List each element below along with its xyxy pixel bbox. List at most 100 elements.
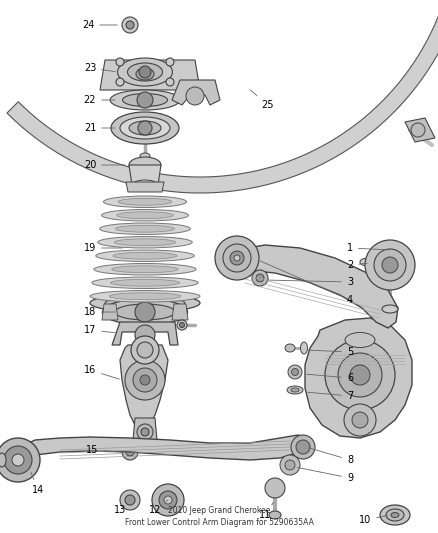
Circle shape — [152, 484, 184, 516]
Ellipse shape — [129, 157, 161, 173]
Text: 2010 Jeep Grand Cherokee
Front Lower Control Arm Diagram for 5290635AA: 2010 Jeep Grand Cherokee Front Lower Con… — [124, 506, 314, 527]
Text: 1: 1 — [347, 243, 389, 253]
Circle shape — [234, 255, 240, 261]
Ellipse shape — [99, 223, 191, 235]
Circle shape — [411, 123, 425, 137]
Ellipse shape — [98, 237, 192, 248]
Ellipse shape — [291, 388, 299, 392]
Circle shape — [166, 58, 174, 66]
Circle shape — [135, 325, 155, 345]
Text: 3: 3 — [268, 277, 353, 287]
Ellipse shape — [110, 90, 180, 110]
Text: 14: 14 — [31, 473, 44, 495]
Ellipse shape — [102, 299, 187, 325]
Ellipse shape — [386, 509, 404, 521]
Circle shape — [133, 368, 157, 392]
Text: 8: 8 — [309, 448, 353, 465]
Circle shape — [350, 365, 370, 385]
Circle shape — [365, 240, 415, 290]
Text: 17: 17 — [84, 325, 115, 335]
Ellipse shape — [0, 453, 6, 467]
Polygon shape — [405, 118, 435, 142]
Circle shape — [338, 353, 382, 397]
Circle shape — [186, 87, 204, 105]
Ellipse shape — [117, 58, 173, 86]
Circle shape — [344, 404, 376, 436]
Circle shape — [120, 490, 140, 510]
Polygon shape — [102, 304, 118, 320]
Polygon shape — [228, 245, 398, 328]
Ellipse shape — [115, 304, 175, 320]
Polygon shape — [172, 304, 188, 320]
Circle shape — [352, 412, 368, 428]
Circle shape — [122, 444, 138, 460]
Circle shape — [180, 322, 184, 327]
Text: 11: 11 — [259, 502, 273, 520]
Ellipse shape — [287, 386, 303, 394]
Polygon shape — [18, 435, 310, 462]
Ellipse shape — [116, 225, 174, 232]
Circle shape — [159, 491, 177, 509]
Circle shape — [126, 21, 134, 29]
Circle shape — [141, 428, 149, 436]
Circle shape — [265, 478, 285, 498]
Polygon shape — [305, 318, 412, 438]
Ellipse shape — [102, 209, 188, 221]
Ellipse shape — [120, 117, 170, 139]
Circle shape — [140, 375, 150, 385]
Ellipse shape — [129, 121, 161, 135]
Ellipse shape — [285, 344, 295, 352]
Text: 23: 23 — [84, 63, 115, 73]
Polygon shape — [172, 80, 220, 105]
Circle shape — [137, 424, 153, 440]
Ellipse shape — [90, 290, 200, 302]
Ellipse shape — [132, 180, 158, 190]
Circle shape — [4, 446, 32, 474]
Circle shape — [166, 78, 174, 86]
Circle shape — [325, 340, 395, 410]
Circle shape — [177, 320, 187, 330]
Circle shape — [137, 342, 153, 358]
Ellipse shape — [345, 333, 375, 348]
Circle shape — [280, 455, 300, 475]
Circle shape — [122, 17, 138, 33]
Circle shape — [252, 270, 268, 286]
Text: 22: 22 — [84, 95, 115, 105]
Circle shape — [374, 249, 406, 281]
Polygon shape — [133, 418, 157, 440]
Ellipse shape — [118, 198, 172, 205]
Circle shape — [164, 496, 172, 504]
Ellipse shape — [114, 239, 176, 246]
Ellipse shape — [140, 153, 150, 159]
Circle shape — [0, 438, 40, 482]
Circle shape — [223, 244, 251, 272]
Ellipse shape — [123, 93, 167, 107]
Circle shape — [288, 365, 302, 379]
Ellipse shape — [105, 297, 185, 309]
Circle shape — [296, 440, 310, 454]
Polygon shape — [129, 165, 161, 185]
Circle shape — [116, 78, 124, 86]
Circle shape — [291, 435, 315, 459]
Text: 15: 15 — [86, 445, 119, 455]
Ellipse shape — [90, 294, 200, 312]
Polygon shape — [120, 345, 168, 430]
Polygon shape — [7, 0, 438, 193]
Text: 10: 10 — [359, 515, 387, 525]
Text: 13: 13 — [114, 500, 130, 515]
Text: 7: 7 — [308, 391, 353, 401]
Text: 24: 24 — [82, 20, 117, 30]
Ellipse shape — [360, 259, 370, 265]
Ellipse shape — [136, 68, 154, 80]
Ellipse shape — [111, 112, 179, 144]
Ellipse shape — [96, 250, 194, 262]
Ellipse shape — [94, 263, 196, 275]
Ellipse shape — [113, 252, 177, 259]
Text: 19: 19 — [84, 243, 122, 253]
Polygon shape — [112, 322, 178, 345]
Circle shape — [137, 92, 153, 108]
Text: 20: 20 — [84, 160, 125, 170]
Ellipse shape — [127, 63, 162, 81]
Text: 6: 6 — [307, 373, 353, 383]
Text: 16: 16 — [84, 365, 119, 379]
